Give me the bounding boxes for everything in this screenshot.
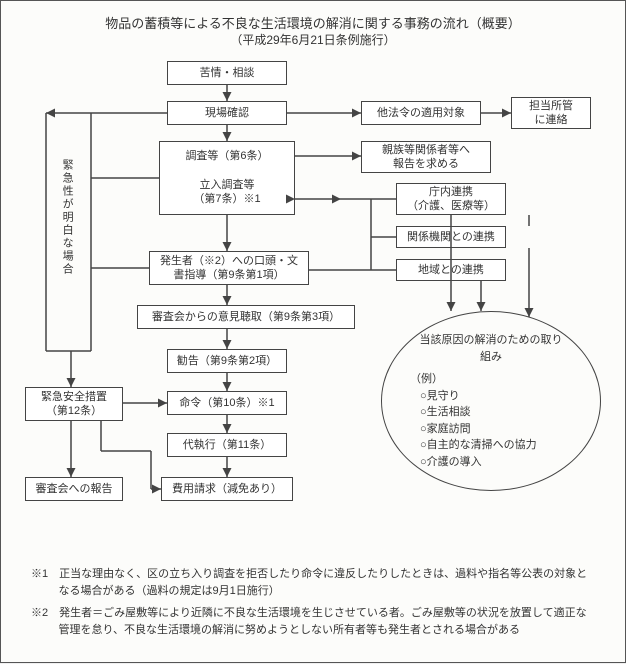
circle-item-4: ○介護の導入 (420, 454, 590, 471)
box-jurisdiction: 担当所管 に連絡 (511, 97, 591, 129)
circle-ex-label: （例） (410, 371, 590, 388)
box-order: 命令（第10条）※1 (167, 391, 287, 415)
efforts-circle: 当該原因の解消のための取り 組み （例） ○見守り ○生活相談 ○家庭訪問 ○自… (381, 311, 601, 491)
circle-heading: 当該原因の解消のための取り 組み (392, 332, 590, 365)
box-community: 地域との連携 (396, 259, 506, 281)
circle-item-3: ○自主的な清掃への協力 (420, 437, 590, 454)
page-title: 物品の蓄積等による不良な生活環境の解消に関する事務の流れ（概要） (1, 13, 625, 32)
page-container: 物品の蓄積等による不良な生活環境の解消に関する事務の流れ（概要） （平成29年6… (0, 0, 626, 663)
circle-item-2: ○家庭訪問 (420, 421, 590, 438)
footnote-2: ※2 発生者＝ごみ屋敷等により近隣に不良な生活環境を生じさせている者。ごみ屋敷等… (31, 605, 591, 638)
box-recommendation: 勧告（第9条第2項） (167, 349, 287, 373)
box-site-check: 現場確認 (167, 101, 287, 125)
circle-item-1: ○生活相談 (420, 404, 590, 421)
box-agencies: 関係機関との連携 (396, 226, 506, 248)
box-hearing: 審査会からの意見聴取（第9条第3項） (137, 305, 355, 329)
footnotes: ※1 正当な理由なく、区の立ち入り調査を拒否したり命令に違反したりしたときは、過… (31, 566, 591, 644)
box-report: 審査会への報告 (25, 477, 123, 501)
page-subtitle: （平成29年6月21日条例施行） (1, 31, 625, 48)
box-relatives: 親族等関係者等へ 報告を求める (361, 141, 491, 173)
box-investigation: 調査等（第6条） 立入調査等 （第7条）※1 (159, 141, 295, 215)
box-substitute: 代執行（第11条） (167, 433, 287, 457)
box-emergency: 緊急安全措置 （第12条） (25, 387, 123, 421)
box-guidance: 発生者（※2）への口頭・文 書指導（第9条第1項） (149, 251, 309, 285)
box-other-laws: 他法令の適用対象 (361, 101, 481, 125)
side-vertical-label: 緊急性が明白な場合 (61, 159, 73, 276)
circle-item-0: ○見守り (420, 388, 590, 405)
box-complaints: 苦情・相談 (167, 61, 287, 85)
box-cost: 費用請求（減免あり） (161, 477, 293, 501)
footnote-1: ※1 正当な理由なく、区の立ち入り調査を拒否したり命令に違反したりしたときは、過… (31, 566, 591, 599)
box-internal: 庁内連携 （介護、医療等） (396, 183, 506, 215)
